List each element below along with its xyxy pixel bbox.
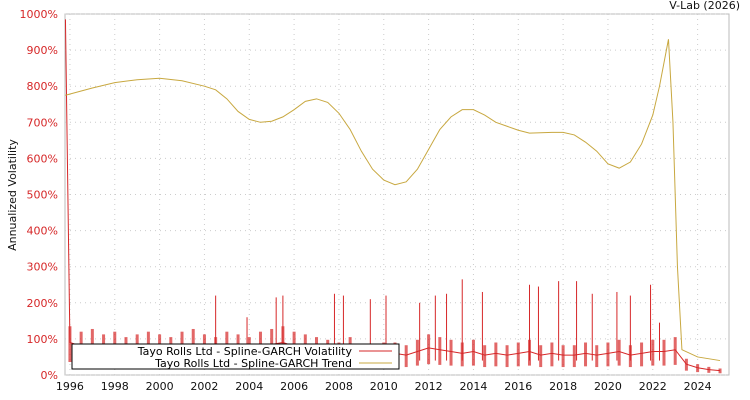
x-tick-label: 2014: [459, 380, 487, 393]
x-tick-label: 2020: [594, 380, 622, 393]
y-tick-label: 100%: [27, 333, 58, 346]
y-tick-label: 500%: [27, 189, 58, 202]
y-tick-label: 400%: [27, 225, 58, 238]
y-axis-label: Annualized Volatility: [6, 139, 19, 251]
x-tick-label: 1998: [101, 380, 129, 393]
legend: Tayo Rolls Ltd - Spline-GARCH Volatility…: [71, 343, 400, 370]
y-tick-label: 900%: [27, 44, 58, 57]
legend-label-volatility: Tayo Rolls Ltd - Spline-GARCH Volatility: [137, 345, 353, 358]
x-tick-label: 2022: [639, 380, 667, 393]
x-tick-label: 2008: [325, 380, 353, 393]
x-tick-label: 2010: [370, 380, 398, 393]
x-tick-label: 1996: [56, 380, 84, 393]
legend-label-trend: Tayo Rolls Ltd - Spline-GARCH Trend: [154, 357, 352, 370]
x-tick-label: 2004: [235, 380, 263, 393]
trend-line: [65, 39, 721, 362]
x-tick-label: 2018: [549, 380, 577, 393]
x-tick-label: 2016: [504, 380, 532, 393]
plot-area: [64, 13, 730, 376]
y-tick-label: 800%: [27, 80, 58, 93]
chart-title: V-Lab (2026): [669, 0, 740, 12]
x-tick-label: 2006: [280, 380, 308, 393]
y-tick-label: 0%: [41, 369, 58, 382]
y-tick-label: 1000%: [20, 8, 58, 21]
y-tick-label: 300%: [27, 261, 58, 274]
x-tick-label: 2000: [146, 380, 174, 393]
y-tick-label: 600%: [27, 152, 58, 165]
x-tick-label: 2012: [415, 380, 443, 393]
y-tick-label: 200%: [27, 297, 58, 310]
x-tick-label: 2024: [684, 380, 712, 393]
y-tick-label: 700%: [27, 116, 58, 129]
x-tick-label: 2002: [190, 380, 218, 393]
